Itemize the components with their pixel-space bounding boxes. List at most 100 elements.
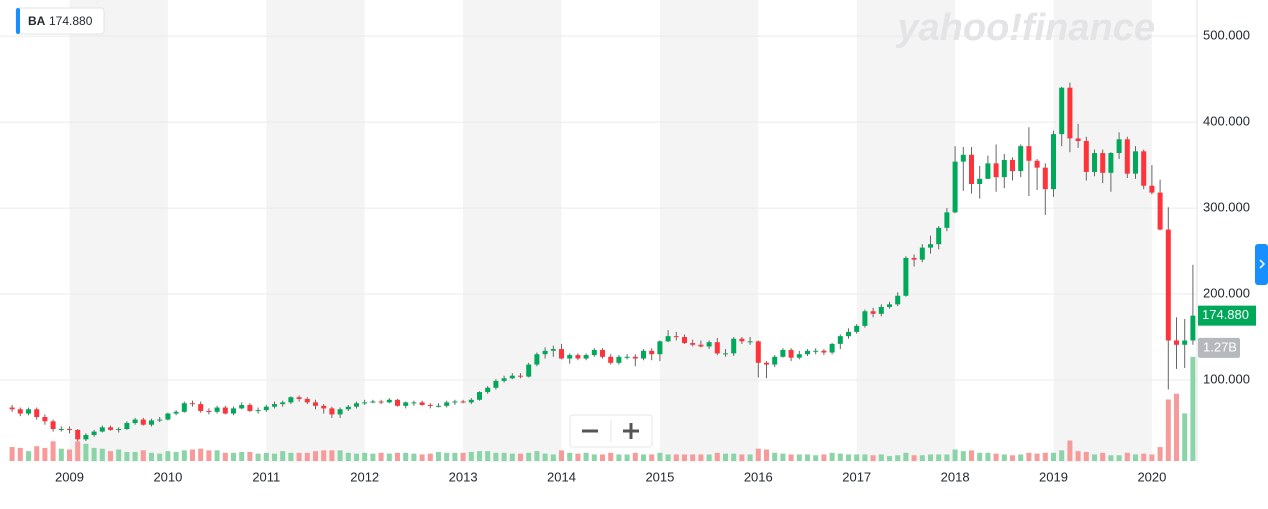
candle-body	[1067, 87, 1073, 139]
volume-bar	[362, 452, 368, 461]
candle-body	[600, 349, 605, 357]
volume-bar	[239, 451, 245, 461]
volume-bar	[83, 443, 89, 461]
candle-body	[1124, 139, 1130, 174]
volume-bar	[731, 453, 737, 461]
candle-body	[460, 401, 466, 403]
candle-body	[403, 402, 409, 406]
candle-body	[345, 406, 351, 410]
x-tick-label: 2009	[55, 469, 84, 484]
candle-body	[444, 402, 450, 406]
volume-bar	[706, 454, 712, 461]
volume-bar	[755, 448, 761, 461]
candle-body	[641, 350, 646, 359]
volume-bars	[9, 356, 1196, 461]
volume-bar	[116, 449, 122, 461]
candle-body	[657, 341, 663, 355]
volume-bar	[526, 452, 532, 461]
volume-bar	[272, 453, 277, 461]
candle-body	[493, 380, 499, 388]
volume-bar	[641, 454, 646, 461]
candle-body	[985, 163, 991, 179]
candle-body	[895, 295, 901, 305]
candle-body	[42, 416, 48, 422]
candle-body	[805, 350, 810, 355]
volume-bar	[854, 454, 860, 461]
volume-bar	[895, 455, 901, 461]
volume-bar	[214, 450, 220, 461]
volume-bar	[403, 452, 409, 461]
side-panel-tab[interactable]	[1255, 244, 1268, 285]
candle-body	[132, 419, 138, 424]
candle-body	[83, 435, 89, 440]
candle-body	[34, 409, 40, 417]
candle-body	[518, 375, 523, 377]
candle-body	[386, 399, 392, 403]
volume-bar	[34, 446, 40, 461]
zoom-in-button[interactable]	[612, 416, 651, 446]
volume-bar	[608, 452, 614, 461]
volume-bar	[1026, 452, 1032, 461]
candle-body	[936, 227, 942, 245]
candle-body	[1042, 167, 1048, 190]
volume-bar	[665, 454, 671, 461]
tab-box[interactable]	[1255, 244, 1268, 285]
volume-bar	[263, 452, 269, 461]
zoom-out-button[interactable]	[571, 416, 611, 446]
candle-body	[468, 399, 474, 403]
volume-bar	[977, 452, 983, 461]
candle-body	[960, 154, 966, 162]
candle-body	[427, 404, 433, 406]
candle-body	[1165, 229, 1171, 341]
candle-body	[1075, 138, 1081, 142]
candle-body	[887, 304, 892, 307]
candle-body	[796, 354, 802, 358]
candle-body	[239, 404, 245, 409]
candle-body	[878, 306, 884, 314]
volume-bar	[1018, 454, 1024, 461]
volume-bar	[1157, 447, 1163, 461]
candle-body	[222, 407, 228, 414]
candle-body	[198, 404, 204, 411]
candle-body	[1010, 159, 1015, 172]
volume-bar	[739, 454, 745, 461]
candle-body	[304, 398, 310, 403]
volume-bar	[1190, 356, 1196, 461]
year-band	[266, 0, 365, 462]
candle-body	[1182, 340, 1188, 345]
volume-bar	[108, 451, 113, 461]
candle-body	[813, 350, 819, 352]
candle-body	[165, 413, 171, 420]
volume-bar	[91, 447, 97, 461]
candle-body	[419, 402, 425, 405]
volume-bar	[1174, 393, 1179, 461]
x-tick-label: 2017	[842, 469, 871, 484]
volume-bar	[173, 451, 179, 461]
volume-bar	[26, 451, 31, 461]
volume-bar	[1034, 453, 1040, 461]
volume-bar	[796, 454, 802, 461]
volume-bar	[17, 447, 23, 461]
candle-body	[485, 387, 491, 393]
candle-body	[665, 336, 671, 342]
volume-bar	[304, 452, 310, 461]
candle-body	[534, 354, 540, 365]
badge-price: 174.880	[49, 14, 93, 28]
volume-bar	[870, 455, 876, 461]
volume-bar	[1124, 452, 1130, 461]
candle-body	[116, 429, 122, 431]
volume-bar	[354, 453, 359, 461]
volume-bar	[600, 454, 605, 461]
volume-bar	[42, 447, 48, 461]
volume-bar	[928, 454, 933, 461]
candle-body	[632, 356, 638, 359]
x-tick-label: 2019	[1039, 469, 1068, 484]
candle-body	[91, 431, 97, 436]
volume-bar	[280, 451, 286, 461]
volume-bar	[649, 454, 655, 461]
volume-bar	[805, 454, 810, 461]
candle-body	[575, 355, 581, 359]
candle-body	[206, 410, 212, 412]
volume-bar	[67, 449, 72, 461]
